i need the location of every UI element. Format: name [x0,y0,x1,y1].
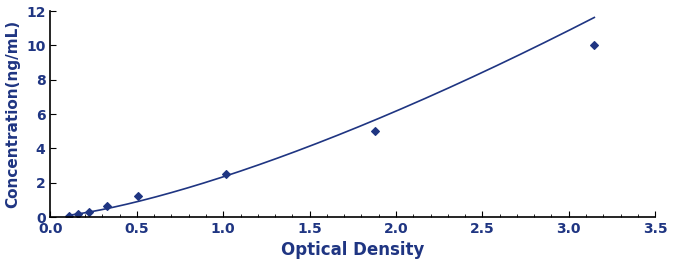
X-axis label: Optical Density: Optical Density [281,241,425,259]
Y-axis label: Concentration(ng/mL): Concentration(ng/mL) [5,20,21,208]
